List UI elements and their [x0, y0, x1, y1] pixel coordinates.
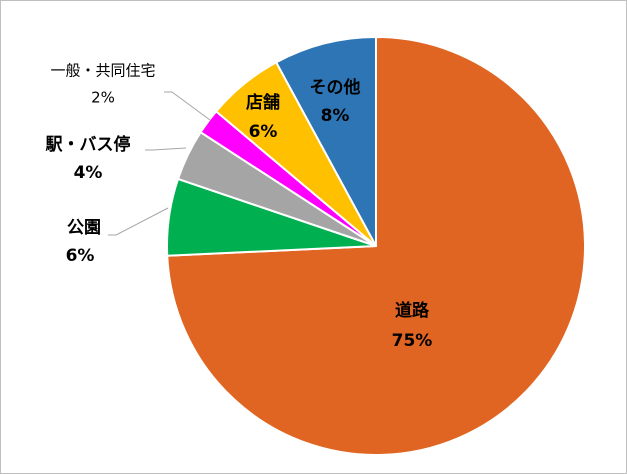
category-label: 一般・共同住宅 [50, 62, 155, 80]
leader-line [145, 147, 187, 151]
value-label: 6% [66, 246, 95, 266]
category-label: 公園 [67, 218, 101, 238]
value-label: 6% [249, 122, 278, 142]
category-label: 道路 [395, 300, 430, 321]
category-label: 駅・バス停 [45, 134, 131, 155]
value-label: 8% [321, 106, 350, 126]
value-label: 75% [392, 331, 433, 351]
leader-line [108, 207, 169, 236]
value-label: 4% [74, 163, 103, 183]
value-label: 2% [91, 89, 115, 107]
category-label: 店舗 [246, 92, 280, 113]
category-label: その他 [310, 77, 361, 98]
leader-line [164, 91, 211, 121]
pie-slice [274, 35, 377, 247]
